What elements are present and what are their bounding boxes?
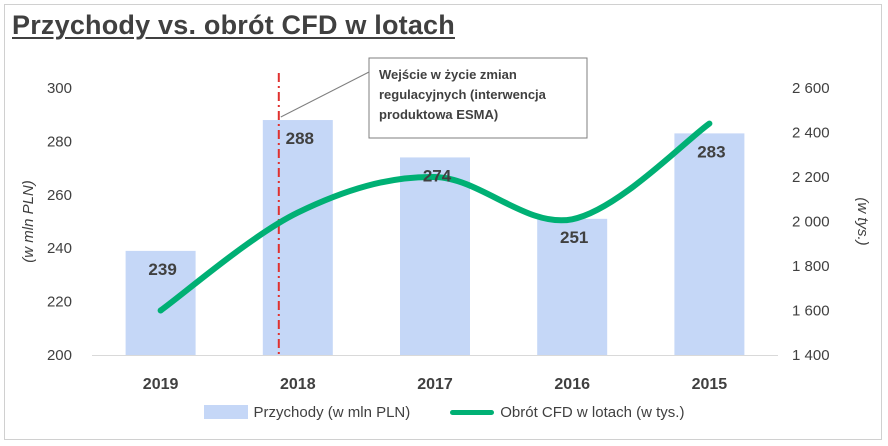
y-right-tick-label: 2 400 xyxy=(792,125,830,142)
bar-2018 xyxy=(262,120,333,355)
bar-2016 xyxy=(537,218,608,355)
legend-item-line[interactable]: Obrót CFD w lotach (w tys.) xyxy=(450,404,684,421)
legend-swatch-bar xyxy=(203,405,248,419)
y-right-axis-title: (w tys.) xyxy=(854,197,871,245)
bar-2017 xyxy=(400,157,470,355)
y-right-tick-label: 2 200 xyxy=(792,169,830,186)
y-left-axis-title: (w mln PLN) xyxy=(20,180,37,263)
legend-label-bars: Przychody (w mln PLN) xyxy=(253,403,411,421)
bar-data-label-2017: 274 xyxy=(423,166,452,185)
bar-data-label-2019: 239 xyxy=(148,260,176,279)
annotation-text-line: Wejście w życie zmian xyxy=(379,67,517,82)
y-left-tick-label: 280 xyxy=(47,133,72,150)
x-tick-label-2016: 2016 xyxy=(554,376,590,393)
y-left-tick-label: 260 xyxy=(47,187,72,204)
legend-swatch-line xyxy=(450,409,495,415)
x-tick-label-2015: 2015 xyxy=(692,376,728,393)
x-tick-label-2017: 2017 xyxy=(417,376,453,393)
annotation-text-line: regulacyjnych (interwencja xyxy=(379,87,547,102)
y-left-tick-label: 200 xyxy=(47,347,72,364)
line-series-obrot xyxy=(157,120,713,314)
bar-2019 xyxy=(125,250,196,355)
annotation-box xyxy=(368,57,588,139)
bar-data-label-2016: 251 xyxy=(560,228,588,247)
y-right-tick-label: 1 400 xyxy=(792,347,830,364)
y-left-tick-label: 220 xyxy=(47,294,72,311)
chart-title: Przychody vs. obrót CFD w lotach xyxy=(12,10,455,40)
y-right-tick-label: 1 600 xyxy=(792,303,830,320)
y-left-tick-label: 240 xyxy=(47,240,72,257)
y-right-tick-label: 2 000 xyxy=(792,214,830,231)
x-tick-label-2019: 2019 xyxy=(143,376,179,393)
bar-data-label-2018: 288 xyxy=(286,129,314,148)
annotation-text-line: produktowa ESMA) xyxy=(379,107,498,122)
legend: Przychody (w mln PLN) Obrót CFD w lotach… xyxy=(0,398,888,426)
legend-label-line: Obrót CFD w lotach (w tys.) xyxy=(500,403,685,421)
annotation-leader-line xyxy=(280,71,370,118)
x-tick-label-2018: 2018 xyxy=(280,376,316,393)
legend-item-bars[interactable]: Przychody (w mln PLN) xyxy=(203,403,411,421)
y-right-tick-label: 1 800 xyxy=(792,258,830,275)
bar-data-label-2015: 283 xyxy=(697,142,725,161)
bar-2015 xyxy=(674,133,745,355)
y-left-tick-label: 300 xyxy=(47,80,72,97)
y-right-tick-label: 2 600 xyxy=(792,80,830,97)
